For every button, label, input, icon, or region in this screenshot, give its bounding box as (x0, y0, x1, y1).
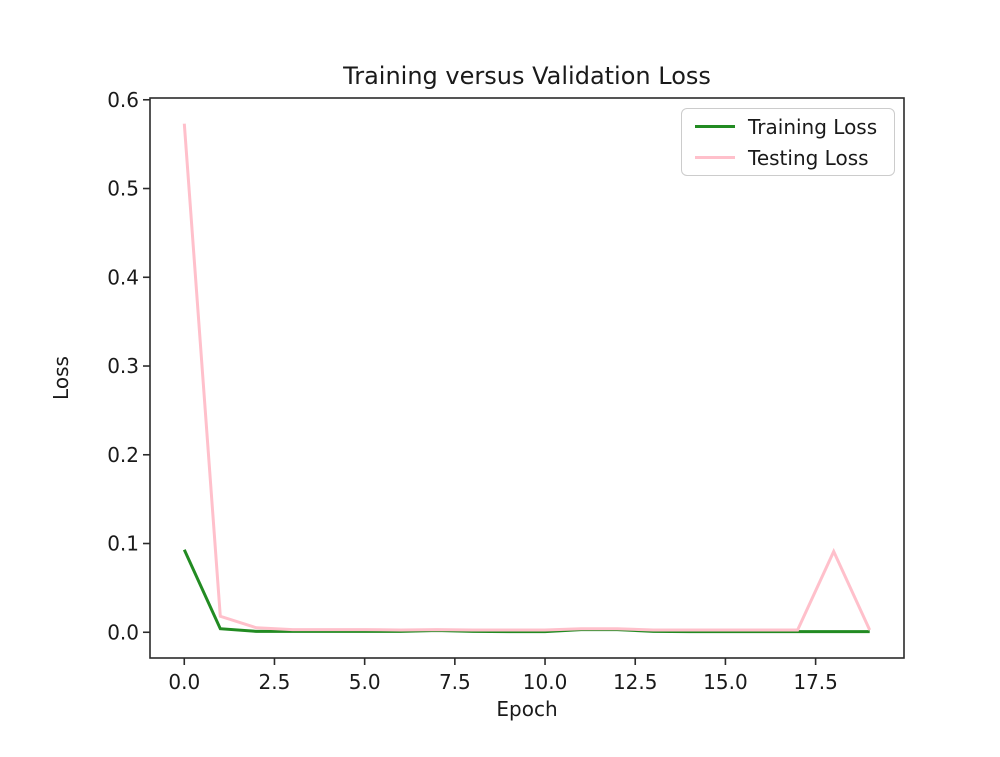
axis-ticks: 0.0 2.5 5.0 7.5 10.0 12.5 15.0 17.5 0.0 0.1 0.2 0.3… (107, 88, 838, 694)
chart-series (182, 123, 872, 634)
y-tick-label: 0.6 (107, 88, 139, 112)
legend-entry-training: Training Loss (695, 115, 894, 139)
x-tick-label: 12.5 (613, 670, 658, 694)
x-tick-label: 0.0 (168, 670, 200, 694)
legend-entry-testing: Testing Loss (695, 146, 894, 170)
chart-title: Training versus Validation Loss (342, 62, 711, 90)
testing-loss-line (182, 123, 872, 632)
training-loss-line-swatch (695, 125, 735, 128)
y-tick-label: 0.4 (107, 265, 139, 289)
legend: Training Loss Testing Loss (681, 108, 895, 176)
x-tick-label: 10.0 (523, 670, 568, 694)
y-tick-label: 0.1 (107, 532, 139, 556)
x-tick-label: 17.5 (793, 670, 838, 694)
x-tick-label: 15.0 (703, 670, 748, 694)
x-tick-label: 7.5 (439, 670, 471, 694)
plot-border (149, 97, 905, 659)
training-loss-line (182, 549, 870, 634)
testing-loss-line-swatch (695, 156, 735, 159)
y-tick-label: 0.2 (107, 443, 139, 467)
x-tick-label: 2.5 (259, 670, 291, 694)
y-axis-label: Loss (49, 356, 73, 400)
legend-label-testing: Testing Loss (748, 145, 869, 170)
y-tick-label: 0.3 (107, 354, 139, 378)
x-axis-label: Epoch (496, 697, 557, 721)
y-tick-label: 0.5 (107, 177, 139, 201)
y-tick-label: 0.0 (107, 620, 139, 644)
x-tick-label: 5.0 (349, 670, 381, 694)
legend-label-training: Training Loss (748, 114, 878, 139)
